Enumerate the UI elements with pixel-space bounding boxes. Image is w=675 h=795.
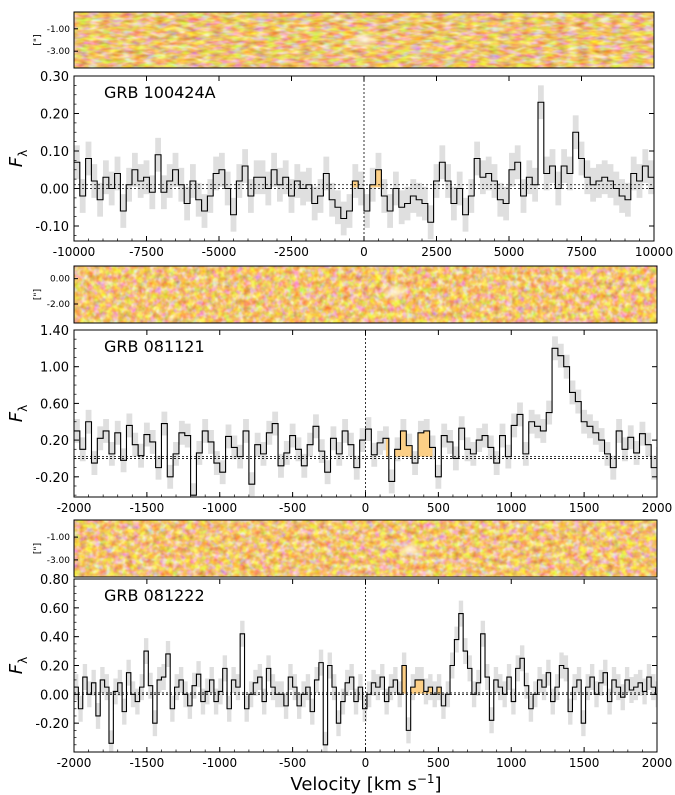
- xtick-label: -5000: [202, 245, 237, 259]
- xtick-label: 10000: [635, 245, 673, 259]
- ytick-label: 0.60: [40, 397, 69, 412]
- xtick-label: 2000: [642, 501, 673, 515]
- flux-step-line: [74, 613, 657, 746]
- image-y-axis-label: ["]: [33, 543, 43, 554]
- xtick-label: 1000: [496, 756, 527, 770]
- xtick-label: 500: [427, 756, 450, 770]
- xtick-label: 1500: [569, 756, 600, 770]
- image-ytick-label: -3.00: [47, 556, 71, 566]
- xtick-label: -500: [279, 501, 306, 515]
- panel-grb-081222: -1.00 -3.00 ["] GRB 081222 -0.20 0.00 0.20 0.40…: [6, 519, 673, 770]
- xtick-label: -2500: [274, 245, 309, 259]
- xtick-label: 1500: [569, 501, 600, 515]
- xtick-label: -1500: [129, 756, 164, 770]
- image-ytick-label: -2.00: [47, 300, 71, 310]
- spectrum-2d-image: [74, 520, 657, 577]
- ytick-label: 0.00: [40, 183, 69, 198]
- image-ytick-label: -1.00: [47, 25, 71, 35]
- xtick-label: -500: [279, 756, 306, 770]
- ytick-label: 0.20: [40, 108, 69, 123]
- ytick-label: -0.10: [35, 220, 69, 235]
- emission-blob: [381, 283, 409, 301]
- ytick-label: 0.80: [40, 573, 69, 588]
- y-axis-label: Fλ: [6, 405, 30, 422]
- panel-grb-100424a: -1.00 -3.00 ["] GRB 100424A -0.10 0.00 0.10 0.2…: [6, 11, 673, 259]
- image-ytick-label: -3.00: [47, 47, 71, 57]
- xtick-label: -2000: [57, 501, 92, 515]
- emission-blob: [351, 31, 379, 49]
- xtick-label: -10000: [53, 245, 96, 259]
- ytick-label: 0.20: [40, 660, 69, 675]
- x-axis-label: Velocity [km s−1]: [290, 772, 441, 795]
- flux-step-line: [74, 347, 657, 496]
- grb-title: GRB 100424A: [104, 83, 216, 102]
- xtick-label: 1000: [496, 501, 527, 515]
- ytick-label: 0.40: [40, 631, 69, 646]
- ytick-label: 0.60: [40, 602, 69, 617]
- ytick-label: 0.00: [40, 688, 69, 703]
- xtick-label: -1000: [202, 501, 237, 515]
- xtick-label: 500: [427, 501, 450, 515]
- spectrum-plot: GRB 100424A -0.10 0.00 0.10 0.20 0.30 -10000 -7…: [6, 70, 673, 259]
- ytick-label: 1.40: [40, 324, 69, 339]
- xtick-label: -1500: [129, 501, 164, 515]
- emission-region: [337, 169, 385, 188]
- ytick-label: 0.30: [40, 70, 69, 85]
- emission-blob: [396, 541, 424, 559]
- ytick-label: 0.10: [40, 145, 69, 160]
- y-axis-label: Fλ: [6, 150, 30, 167]
- emission-region: [399, 665, 448, 694]
- xtick-label: 7500: [566, 245, 597, 259]
- image-y-axis-label: ["]: [33, 34, 43, 45]
- emission-region: [385, 430, 433, 457]
- xtick-label: 0: [362, 756, 370, 770]
- xtick-label: 0: [360, 245, 368, 259]
- image-frame: [73, 265, 658, 324]
- grb-title: GRB 081121: [104, 337, 205, 356]
- xtick-label: 2000: [642, 756, 673, 770]
- xtick-label: -2000: [57, 756, 92, 770]
- image-ytick-label: -1.00: [47, 533, 71, 543]
- xtick-label: -7500: [129, 245, 164, 259]
- spectrum-2d-image: [74, 266, 657, 323]
- xtick-label: -1000: [202, 756, 237, 770]
- ytick-label: -0.20: [35, 717, 69, 732]
- error-band: [74, 600, 657, 752]
- image-ytick-label: 0.00: [50, 275, 70, 285]
- xtick-label: 0: [362, 501, 370, 515]
- xtick-label: 5000: [494, 245, 525, 259]
- ytick-label: -0.20: [35, 471, 69, 486]
- ytick-label: 0.20: [40, 434, 69, 449]
- y-axis-label: Fλ: [6, 657, 30, 674]
- image-frame: [73, 519, 658, 578]
- spectrum-plot: GRB 081222 -0.20 0.00 0.20 0.40 0.60 0.80 -2000…: [6, 573, 673, 770]
- xtick-label: 2500: [421, 245, 452, 259]
- grb-title: GRB 081222: [104, 586, 205, 605]
- spectrum-plot: GRB 081121 -0.20 0.20 0.60 1.00 1.40 -2000 -150…: [6, 324, 673, 515]
- image-frame: [73, 11, 655, 69]
- ytick-label: 1.00: [40, 361, 69, 376]
- image-y-axis-label: ["]: [33, 289, 43, 300]
- panel-grb-081121: 0.00 -2.00 ["] GRB 081121 -0.20 0.20 0.60 1.00 1…: [6, 265, 673, 515]
- flux-step-line: [74, 101, 654, 223]
